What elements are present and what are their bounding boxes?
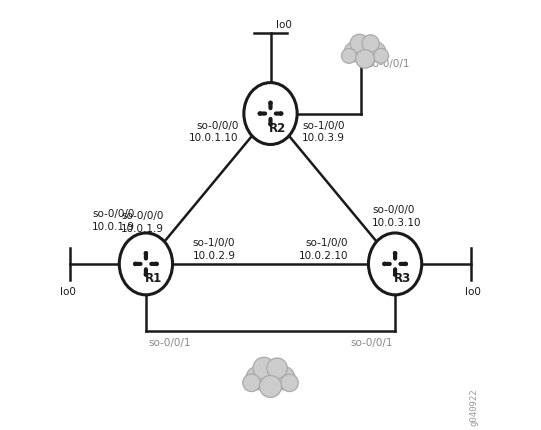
Circle shape [350,35,369,54]
Ellipse shape [119,233,173,295]
Circle shape [246,366,269,390]
Ellipse shape [244,83,297,145]
Circle shape [260,376,281,397]
Text: R2: R2 [269,122,287,135]
Text: lo0: lo0 [60,286,76,297]
Text: so-1/0/0
10.0.3.9: so-1/0/0 10.0.3.9 [302,121,345,143]
Circle shape [374,49,388,64]
Circle shape [366,43,386,63]
Circle shape [344,43,364,63]
Circle shape [281,374,298,392]
Text: so-0/0/0
10.0.1.9: so-0/0/0 10.0.1.9 [93,209,135,231]
Text: lo0: lo0 [276,20,292,30]
Ellipse shape [368,233,422,295]
Text: so-0/0/1: so-0/0/1 [148,337,190,347]
Text: so-0/0/0
10.0.1.9: so-0/0/0 10.0.1.9 [121,211,164,233]
Text: so-1/0/0
10.0.2.10: so-1/0/0 10.0.2.10 [299,238,348,260]
Text: R1: R1 [145,272,162,285]
Text: so-0/0/0
10.0.3.10: so-0/0/0 10.0.3.10 [372,205,421,227]
Text: g040922: g040922 [470,387,479,425]
Circle shape [267,358,287,378]
Circle shape [272,366,295,390]
Text: so-0/0/1: so-0/0/1 [367,58,410,68]
Circle shape [255,363,286,393]
Text: lo0: lo0 [465,286,481,297]
Circle shape [243,374,260,392]
Circle shape [341,49,357,64]
Text: so-1/0/0
10.0.2.9: so-1/0/0 10.0.2.9 [193,238,236,260]
Circle shape [352,40,378,66]
Text: so-0/0/0
10.0.1.10: so-0/0/0 10.0.1.10 [189,121,239,143]
Circle shape [356,51,374,69]
Circle shape [253,357,275,379]
Text: so-0/0/1: so-0/0/1 [351,337,393,347]
Text: R3: R3 [394,272,411,285]
Circle shape [362,36,379,53]
